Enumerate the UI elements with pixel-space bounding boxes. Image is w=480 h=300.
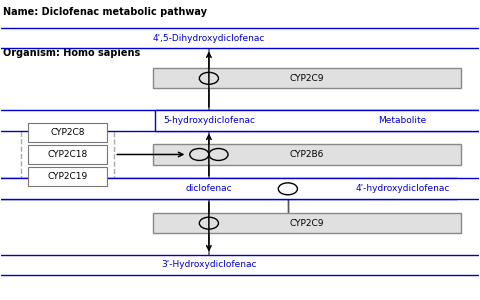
Text: CYP2C9: CYP2C9 [290, 74, 324, 83]
FancyBboxPatch shape [155, 110, 480, 130]
Text: Name: Diclofenac metabolic pathway: Name: Diclofenac metabolic pathway [3, 7, 207, 17]
FancyBboxPatch shape [0, 110, 480, 130]
Text: 5-hydroxydiclofenac: 5-hydroxydiclofenac [163, 116, 255, 124]
Text: 4'-hydroxydiclofenac: 4'-hydroxydiclofenac [356, 184, 450, 193]
Text: Metabolite: Metabolite [379, 116, 427, 124]
FancyBboxPatch shape [28, 145, 108, 164]
FancyBboxPatch shape [153, 213, 461, 233]
Text: CYP2B6: CYP2B6 [290, 150, 324, 159]
Text: Last Modified: 20210522122055: Last Modified: 20210522122055 [3, 28, 180, 38]
FancyBboxPatch shape [21, 118, 114, 191]
FancyBboxPatch shape [0, 254, 480, 275]
Text: CYP2C18: CYP2C18 [48, 150, 88, 159]
FancyBboxPatch shape [153, 68, 461, 88]
Text: CYP2C8: CYP2C8 [50, 128, 85, 137]
FancyBboxPatch shape [0, 178, 456, 199]
FancyBboxPatch shape [153, 144, 461, 165]
Text: Organism: Homo sapiens: Organism: Homo sapiens [3, 49, 140, 58]
FancyBboxPatch shape [28, 123, 108, 142]
FancyBboxPatch shape [0, 28, 480, 49]
Text: 3'-Hydroxydiclofenac: 3'-Hydroxydiclofenac [161, 260, 257, 269]
Text: CYP2C9: CYP2C9 [290, 219, 324, 228]
Text: CYP2C19: CYP2C19 [48, 172, 88, 181]
Text: diclofenac: diclofenac [186, 184, 232, 193]
Text: 4',5-Dihydroxydiclofenac: 4',5-Dihydroxydiclofenac [153, 34, 265, 43]
FancyBboxPatch shape [0, 178, 480, 199]
FancyBboxPatch shape [28, 167, 108, 186]
